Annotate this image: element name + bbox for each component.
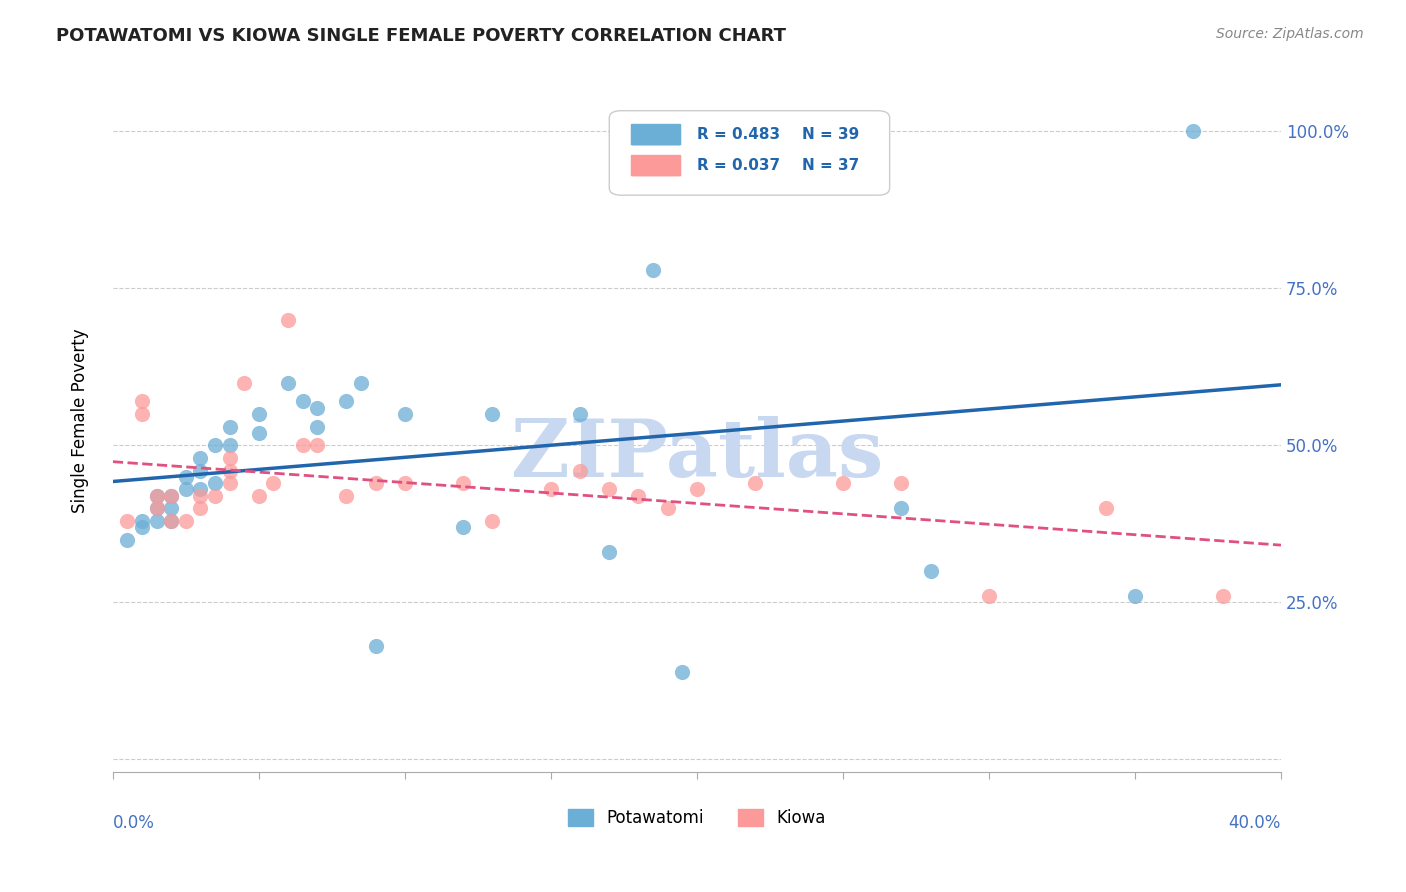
Point (1123, 589, 1146, 603)
Point (218, 464, 240, 478)
Point (335, 394, 357, 409)
Point (160, 514, 183, 528)
Point (190, 464, 212, 478)
Point (291, 438, 314, 452)
Text: R = 0.037: R = 0.037 (697, 158, 780, 173)
Point (832, 476, 855, 491)
Point (218, 450, 240, 465)
Point (569, 407, 592, 421)
Point (145, 489, 167, 503)
Point (277, 376, 299, 390)
Point (540, 483, 562, 497)
Point (598, 483, 620, 497)
Point (145, 514, 167, 528)
Point (145, 501, 167, 516)
Point (394, 476, 416, 491)
Point (291, 394, 314, 409)
Text: N = 37: N = 37 (801, 158, 859, 173)
Y-axis label: Single Female Poverty: Single Female Poverty (72, 328, 89, 513)
Point (335, 489, 357, 503)
Point (598, 545, 620, 559)
Point (394, 407, 416, 421)
Point (190, 483, 212, 497)
Point (744, 476, 766, 491)
Point (117, 514, 139, 528)
Point (277, 312, 299, 326)
Point (218, 438, 240, 452)
Point (204, 489, 226, 503)
Point (1094, 501, 1116, 516)
Point (350, 376, 373, 390)
Point (453, 520, 475, 534)
Point (890, 501, 912, 516)
FancyBboxPatch shape (630, 123, 682, 146)
Point (190, 450, 212, 465)
Text: 40.0%: 40.0% (1229, 814, 1281, 832)
Point (481, 514, 503, 528)
Point (643, 262, 665, 277)
Point (247, 407, 270, 421)
Point (117, 533, 139, 547)
Point (569, 464, 592, 478)
Point (890, 476, 912, 491)
Point (174, 514, 197, 528)
Point (131, 520, 153, 534)
Point (247, 489, 270, 503)
Point (627, 489, 650, 503)
Point (657, 501, 679, 516)
Point (686, 483, 709, 497)
Point (364, 476, 387, 491)
Point (920, 564, 942, 578)
FancyBboxPatch shape (630, 154, 682, 177)
Point (174, 483, 197, 497)
Point (307, 438, 329, 452)
Point (364, 640, 387, 654)
Text: Source: ZipAtlas.com: Source: ZipAtlas.com (1216, 27, 1364, 41)
FancyBboxPatch shape (609, 111, 890, 195)
Text: POTAWATOMI VS KIOWA SINGLE FEMALE POVERTY CORRELATION CHART: POTAWATOMI VS KIOWA SINGLE FEMALE POVERT… (56, 27, 786, 45)
Point (131, 514, 153, 528)
Point (481, 407, 503, 421)
Text: 0.0%: 0.0% (112, 814, 155, 832)
Point (218, 419, 240, 434)
Point (657, 124, 679, 138)
Text: N = 39: N = 39 (801, 128, 859, 142)
Point (1212, 589, 1234, 603)
Point (977, 589, 1000, 603)
Point (671, 665, 693, 679)
Point (160, 489, 183, 503)
Point (1182, 124, 1205, 138)
Point (262, 476, 284, 491)
Point (131, 407, 153, 421)
Point (160, 489, 183, 503)
Point (190, 489, 212, 503)
Point (160, 514, 183, 528)
Point (233, 376, 256, 390)
Point (453, 476, 475, 491)
Point (174, 470, 197, 484)
Point (160, 501, 183, 516)
Point (145, 489, 167, 503)
Point (307, 419, 329, 434)
Point (307, 401, 329, 415)
Point (218, 476, 240, 491)
Point (145, 501, 167, 516)
Point (204, 438, 226, 452)
Point (190, 501, 212, 516)
Point (247, 425, 270, 440)
Point (131, 394, 153, 409)
Point (204, 476, 226, 491)
Legend: Potawatomi, Kiowa: Potawatomi, Kiowa (562, 803, 832, 834)
Text: ZIPatlas: ZIPatlas (510, 417, 883, 494)
Text: R = 0.483: R = 0.483 (697, 128, 780, 142)
